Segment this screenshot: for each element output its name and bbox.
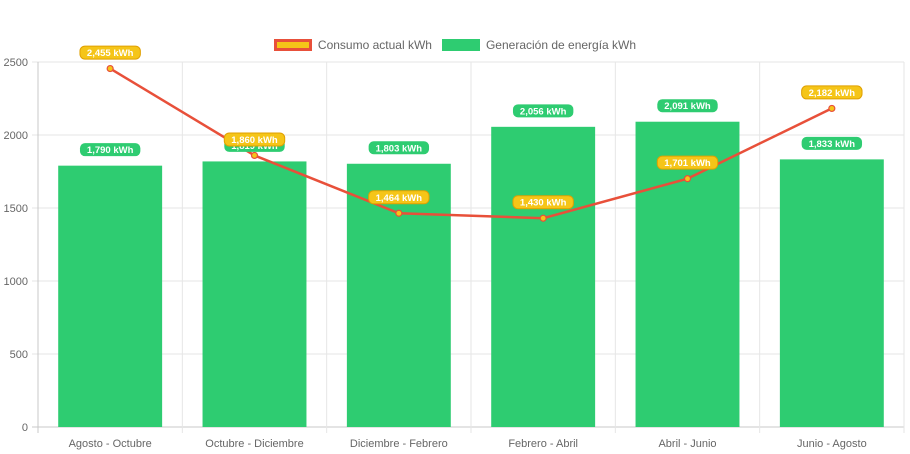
consumption-data-label-bg (656, 155, 719, 170)
legend-item-consumo[interactable]: Consumo actual kWh (273, 38, 432, 52)
generation-bar[interactable] (346, 163, 451, 427)
consumption-point[interactable] (395, 209, 403, 217)
generation-bar[interactable] (779, 159, 884, 427)
consumption-data-label: 1,430 kWh (520, 198, 567, 209)
generation-data-label: 2,091 kWh (664, 101, 711, 112)
x-tick-label: Agosto - Octubre (69, 438, 152, 450)
x-tick-label: Junio - Agosto (797, 438, 867, 450)
generation-data-label-bg (801, 136, 863, 150)
x-tick-label: Diciembre - Febrero (350, 438, 448, 450)
generation-data-label-bg (79, 143, 141, 157)
generation-data-label: 2,056 kWh (520, 106, 567, 117)
legend-swatch-generacion (441, 39, 480, 51)
y-tick-label: 0 (22, 422, 28, 434)
consumption-data-label-bg (801, 85, 863, 100)
y-tick-label: 1500 (4, 203, 28, 215)
x-tick-label: Febrero - Abril (508, 438, 578, 450)
legend-item-generacion[interactable]: Generación de energía kWh (441, 38, 637, 52)
consumption-data-label: 1,860 kWh (231, 135, 278, 146)
consumption-point[interactable] (539, 214, 547, 222)
y-tick-label: 2500 (4, 57, 28, 69)
x-tick-label: Octubre - Diciembre (205, 438, 303, 450)
axis-layer: 0 500 1000 1500 2000 2500 Agosto - Octubre Octu… (4, 57, 867, 450)
consumption-point[interactable] (828, 104, 836, 113)
generation-data-label: 1,833 kWh (809, 139, 856, 150)
consumption-data-label: 1,464 kWh (376, 193, 423, 204)
chart-legend: Consumo actual kWh Generación de energía… (0, 38, 910, 52)
bar-layer (58, 121, 884, 428)
y-tick-label: 1000 (4, 276, 28, 288)
generation-bar[interactable] (635, 121, 740, 428)
legend-swatch-consumo (273, 39, 312, 51)
legend-label-consumo: Consumo actual kWh (317, 38, 432, 52)
generation-bar[interactable] (491, 126, 596, 427)
consumption-data-label-bg (512, 195, 574, 210)
consumption-point[interactable] (106, 64, 114, 73)
legend-label-generacion: Generación de energía kWh (485, 38, 637, 52)
consumption-data-label-bg (368, 190, 430, 205)
generation-data-label-bg (512, 104, 574, 118)
y-tick-label: 2000 (4, 130, 28, 142)
consumption-point[interactable] (683, 175, 692, 183)
generation-bar[interactable] (58, 165, 163, 427)
consumption-data-label: 2,182 kWh (809, 88, 856, 99)
consumption-data-label-bg (223, 132, 286, 147)
x-tick-label: Abril - Junio (658, 438, 716, 450)
grid-layer (32, 61, 905, 433)
consumption-point[interactable] (250, 151, 259, 160)
consumption-data-label: 2,455 kWh (87, 48, 134, 59)
generation-data-label-bg (657, 99, 718, 113)
y-tick-label: 500 (10, 349, 28, 361)
consumption-data-label: 1,701 kWh (664, 158, 711, 169)
consumption-data-label-bg (79, 45, 141, 60)
generation-data-label: 1,803 kWh (376, 143, 423, 154)
generation-data-label-bg (368, 141, 430, 155)
generation-bar[interactable] (202, 161, 307, 427)
generation-data-label: 1,790 kWh (87, 145, 134, 156)
